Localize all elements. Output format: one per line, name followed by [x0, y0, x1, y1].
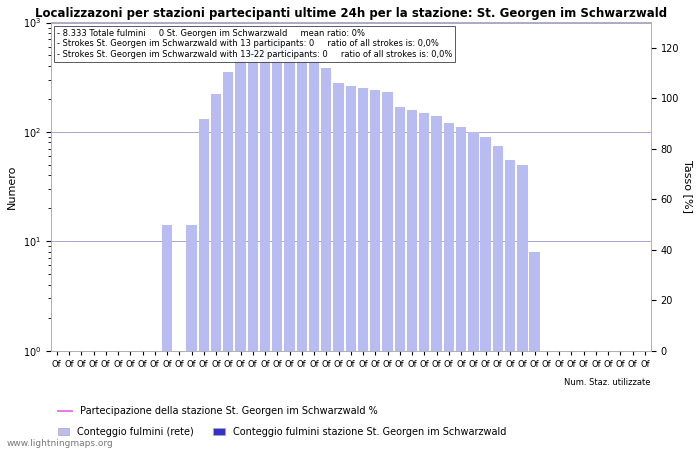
Bar	[162, 225, 172, 450]
Legend: Conteggio fulmini (rete), Conteggio fulmini stazione St. Georgen im Schwarzwald: Conteggio fulmini (rete), Conteggio fulm…	[54, 423, 510, 441]
Bar	[101, 351, 111, 450]
Bar	[272, 40, 283, 450]
Text: - 8.333 Totale fulmini     0 St. Georgen im Schwarzwald     mean ratio: 0%
- Str: - 8.333 Totale fulmini 0 St. Georgen im …	[57, 29, 452, 59]
Bar	[309, 57, 319, 450]
Bar	[395, 107, 405, 450]
Bar	[505, 160, 515, 450]
Bar	[186, 225, 197, 450]
Bar	[370, 90, 381, 450]
Bar	[382, 92, 393, 450]
Bar	[174, 351, 185, 450]
Bar	[199, 119, 209, 450]
Bar	[468, 132, 479, 450]
Bar	[566, 351, 577, 450]
Bar	[529, 252, 540, 450]
Bar	[88, 351, 99, 450]
Bar	[64, 351, 74, 450]
Bar	[603, 351, 613, 450]
Bar	[456, 127, 466, 450]
Bar	[235, 57, 246, 450]
Bar	[321, 68, 332, 450]
Bar	[480, 137, 491, 450]
Legend: Partecipazione della stazione St. Georgen im Schwarzwald %: Partecipazione della stazione St. George…	[54, 403, 382, 420]
Bar	[333, 83, 344, 450]
Title: Localizzazoni per stazioni partecipanti ultime 24h per la stazione: St. Georgen : Localizzazoni per stazioni partecipanti …	[35, 7, 667, 20]
Bar	[554, 351, 564, 450]
Bar	[284, 43, 295, 450]
Bar	[615, 351, 626, 450]
Bar	[52, 351, 62, 450]
Bar	[431, 116, 442, 450]
Bar	[113, 351, 123, 450]
Bar	[137, 351, 148, 450]
Bar	[444, 123, 454, 450]
Bar	[260, 41, 270, 450]
Bar	[419, 112, 430, 450]
Bar	[248, 48, 258, 450]
Bar	[297, 48, 307, 450]
Y-axis label: Numero: Numero	[7, 164, 17, 209]
Bar	[407, 109, 417, 450]
Bar	[346, 86, 356, 450]
Bar	[578, 351, 589, 450]
Bar	[627, 351, 638, 450]
Bar	[591, 351, 601, 450]
Y-axis label: Tasso [%]: Tasso [%]	[683, 160, 693, 213]
Bar	[493, 145, 503, 450]
Text: Num. Staz. utilizzate: Num. Staz. utilizzate	[564, 378, 651, 387]
Bar	[223, 72, 234, 450]
Bar	[517, 165, 528, 450]
Bar	[125, 351, 136, 450]
Bar	[358, 88, 368, 450]
Bar	[211, 94, 221, 450]
Bar	[76, 351, 87, 450]
Text: www.lightningmaps.org: www.lightningmaps.org	[7, 439, 113, 448]
Bar	[150, 351, 160, 450]
Bar	[542, 351, 552, 450]
Bar	[640, 351, 650, 450]
